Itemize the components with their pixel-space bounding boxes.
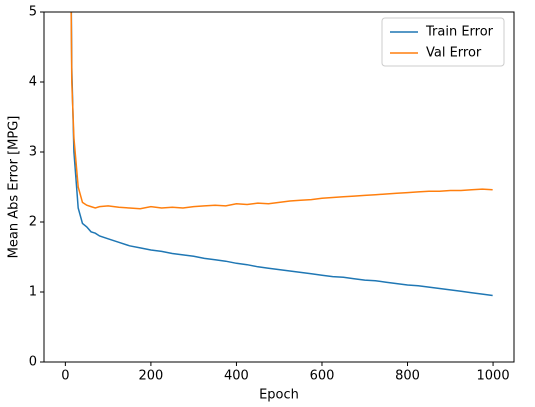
x-tick-label: 600 — [310, 369, 335, 384]
axes-frame — [43, 11, 515, 363]
y-axis-label: Mean Abs Error [MPG] — [7, 116, 22, 259]
legend-label: Train Error — [425, 25, 494, 40]
y-tick-label: 2 — [29, 215, 37, 230]
series-line — [70, 12, 493, 297]
x-tick-label: 400 — [224, 369, 249, 384]
x-tick-label: 200 — [138, 369, 163, 384]
x-axis-label: Epoch — [259, 388, 299, 403]
y-tick-label: 3 — [29, 145, 37, 160]
x-tick-label: 800 — [395, 369, 420, 384]
y-tick-label: 5 — [29, 5, 37, 20]
y-tick-label: 4 — [29, 75, 37, 90]
x-tick-label: 0 — [61, 369, 69, 384]
y-tick-label: 0 — [29, 355, 37, 370]
legend-label: Val Error — [426, 46, 482, 61]
y-tick-label: 1 — [29, 285, 37, 300]
legend-box — [381, 17, 505, 67]
x-tick-label: 1000 — [477, 369, 510, 384]
series-line — [70, 12, 493, 210]
plot-area — [70, 12, 493, 297]
